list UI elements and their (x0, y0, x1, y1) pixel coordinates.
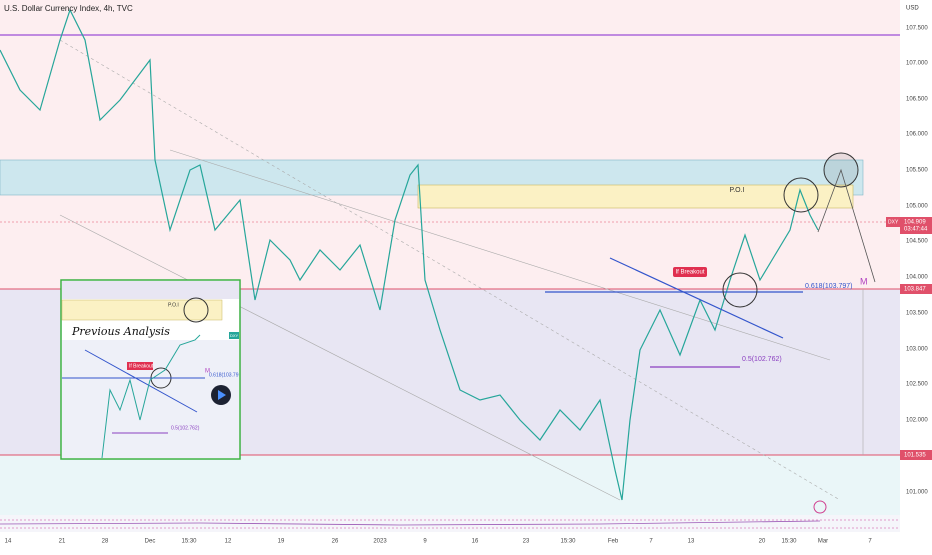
price-label: 107.000 (906, 61, 928, 67)
inset-m: M (205, 369, 210, 375)
time-label: 7 (649, 539, 653, 545)
time-label: 21 (59, 539, 66, 545)
time-axis (0, 532, 900, 550)
last-price: 104.909 (904, 220, 926, 226)
event-icon (813, 500, 827, 514)
symbol: DXY (888, 219, 899, 225)
level-tag (900, 284, 932, 294)
inset-trend (84, 349, 198, 413)
time-label: 2023 (373, 539, 387, 545)
price-label: 103.000 (906, 347, 928, 353)
time-label: 15:30 (560, 539, 576, 545)
time-label: 16 (472, 539, 479, 545)
inset-breakout: If Breakout (129, 363, 154, 369)
channel-line (59, 39, 841, 501)
fib-618-label: 0.618(103.797) (805, 283, 852, 290)
chart-title: U.S. Dollar Currency Index, 4h, TVC (4, 4, 133, 13)
price-label: 105.500 (906, 168, 928, 174)
price-label: 104.000 (906, 275, 928, 281)
lower-zone (0, 455, 900, 515)
time-label: 9 (423, 539, 427, 545)
time-label: 12 (225, 539, 232, 545)
inset-breakout-tag (127, 362, 153, 370)
time-label: 15:30 (781, 539, 797, 545)
price-label: 107.500 (906, 26, 928, 32)
play-icon (218, 390, 226, 400)
price-label: 106.500 (906, 97, 928, 103)
price-label: 102.000 (906, 418, 928, 424)
time-label: 13 (688, 539, 695, 545)
inset-circle (183, 297, 209, 323)
price-path (0, 8, 819, 501)
channel-line (169, 149, 831, 361)
time-label: 20 (759, 539, 766, 545)
trend-line (609, 257, 784, 339)
circle-mark (722, 272, 758, 308)
inset-fib-5: 0.5(102.762) (171, 425, 200, 431)
time-label: 14 (5, 539, 12, 545)
time-label: 26 (332, 539, 339, 545)
time-label: Mar (818, 539, 828, 545)
inset-range (62, 340, 239, 458)
last-price-tag (900, 217, 932, 234)
channel-line (59, 214, 621, 501)
projection (817, 168, 876, 283)
inset-fib-618: 0.618(103.79 (209, 372, 239, 378)
level-low: 101.535 (904, 453, 926, 459)
inset-title: Previous Analysis (71, 325, 170, 338)
price-label: 104.500 (906, 239, 928, 245)
poi-zone (417, 184, 854, 209)
time-label: Feb (608, 539, 619, 545)
time-label: 7 (868, 539, 872, 545)
breakout-tag (673, 267, 707, 277)
time-label: Dec (145, 539, 156, 545)
level-tag (900, 450, 932, 460)
inset-symbol: DXY (230, 333, 239, 338)
inset-price (101, 334, 201, 459)
level-high: 103.847 (904, 287, 926, 293)
inset-symbol-tag (229, 332, 239, 339)
price-label: 103.500 (906, 311, 928, 317)
symbol-tag (886, 217, 900, 227)
time-label: 23 (523, 539, 530, 545)
price-label: 105.000 (906, 204, 928, 210)
fib-5-label: 0.5(102.762) (742, 356, 782, 363)
countdown: 03:47:44 (904, 227, 928, 233)
m-label: M (860, 276, 868, 286)
price-label: 101.000 (906, 490, 928, 496)
time-label: 28 (102, 539, 109, 545)
currency: USD (906, 6, 919, 12)
circle-mark (783, 177, 819, 213)
inset-poi-zone (61, 299, 223, 321)
time-label: 15:30 (181, 539, 197, 545)
inset: P.O.I Previous Analysis 0.618(103.79 0.5… (60, 279, 241, 460)
upper-zone (0, 0, 900, 289)
price-label: 102.500 (906, 382, 928, 388)
price-label: 106.000 (906, 132, 928, 138)
poi-label: P.O.I (729, 187, 744, 194)
time-label: 19 (278, 539, 285, 545)
breakout-label: If Breakout (675, 270, 704, 276)
inset-poi: P.O.I (168, 302, 179, 308)
indicator-line (0, 520, 821, 526)
inset-zone (62, 281, 239, 299)
